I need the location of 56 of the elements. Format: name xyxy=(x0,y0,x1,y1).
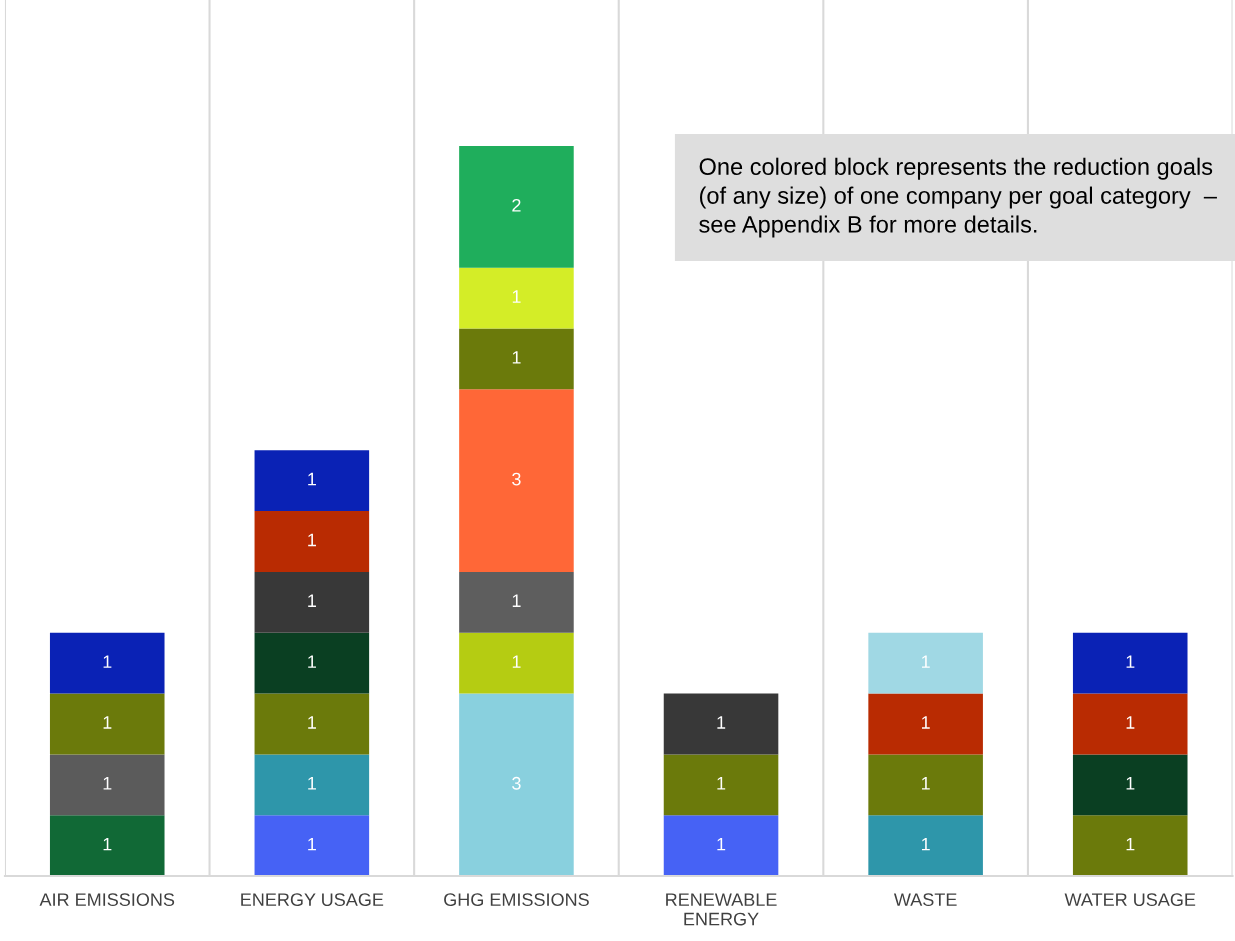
bar xyxy=(49,632,165,694)
bar xyxy=(254,632,370,694)
data-label: 1 xyxy=(103,837,112,851)
data-label: 1 xyxy=(1126,716,1135,729)
bar xyxy=(663,754,779,816)
data-label: 1 xyxy=(308,777,316,790)
bar xyxy=(254,571,370,633)
bar xyxy=(459,267,574,329)
data-label: 1 xyxy=(308,594,316,607)
bar xyxy=(459,693,574,877)
x-tick-label: ENERGY USAGE xyxy=(241,893,384,906)
data-label: 1 xyxy=(1126,655,1135,668)
data-label: 1 xyxy=(1126,777,1135,790)
bar xyxy=(868,815,983,877)
x-tick-label: RENEWABLE ENERGY xyxy=(666,893,777,926)
data-label: 1 xyxy=(1126,837,1135,851)
data-label: 2 xyxy=(512,198,521,212)
data-label: 3 xyxy=(512,472,521,486)
bar xyxy=(254,815,370,877)
data-label: 1 xyxy=(717,837,726,851)
data-label: 1 xyxy=(308,533,316,547)
data-label: 1 xyxy=(103,777,112,790)
data-label: 1 xyxy=(717,716,726,729)
bar xyxy=(49,754,165,816)
bar xyxy=(254,754,370,816)
data-label: 1 xyxy=(308,472,316,486)
data-label: 1 xyxy=(308,837,316,851)
bar xyxy=(459,389,574,572)
bar xyxy=(49,815,165,877)
data-label: 1 xyxy=(103,716,112,729)
bar xyxy=(459,632,574,694)
data-label: 1 xyxy=(308,655,316,668)
bar xyxy=(868,754,983,816)
data-label: 1 xyxy=(921,777,930,790)
bar xyxy=(459,571,574,633)
bar xyxy=(1072,754,1188,816)
annotation: One colored block represents the reduction goals (of any size) of one company per goal category – see Appendix B for more details. xyxy=(699,157,1217,238)
data-label: 1 xyxy=(512,594,521,607)
data-label: 1 xyxy=(921,837,930,851)
data-label: 1 xyxy=(717,777,726,790)
data-label: 1 xyxy=(921,655,930,668)
data-label: 1 xyxy=(512,290,521,303)
bar xyxy=(1072,632,1188,694)
data-label: 3 xyxy=(512,776,521,790)
x-tick-label: WATER USAGE xyxy=(1064,893,1196,906)
data-label: 1 xyxy=(308,716,316,729)
x-tick-label: WASTE xyxy=(893,893,957,906)
data-label: 1 xyxy=(512,655,521,668)
x-tick-label: AIR EMISSIONS xyxy=(39,893,175,906)
x-tick-label: GHG EMISSIONS xyxy=(444,893,589,906)
data-label: 1 xyxy=(512,351,521,364)
data-label: 1 xyxy=(921,716,930,729)
bar xyxy=(868,632,983,694)
data-label: 1 xyxy=(103,655,112,668)
bar xyxy=(459,146,574,268)
bar xyxy=(663,815,779,877)
